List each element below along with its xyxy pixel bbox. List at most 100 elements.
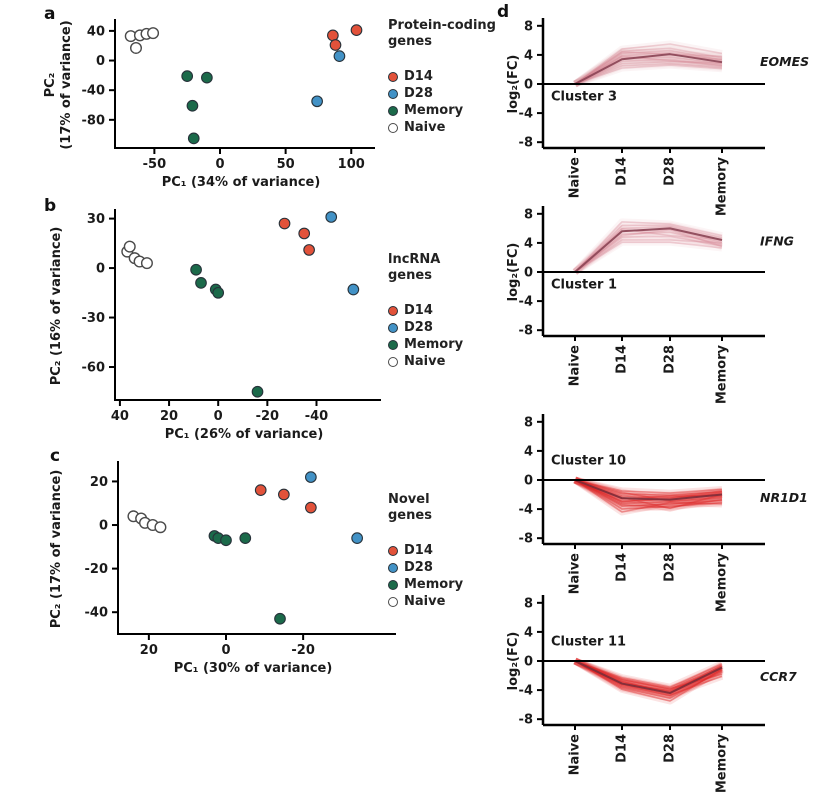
legend-item-memory: Memory <box>388 576 463 593</box>
gene-trend-band <box>573 476 723 510</box>
y-tick-label: 0 <box>524 474 533 489</box>
x-tick-label: 0 <box>215 157 224 172</box>
data-point-d28 <box>311 95 323 108</box>
gene-label: IFNG <box>760 233 794 248</box>
legend-item-label: D28 <box>404 86 433 101</box>
gene-trend-line <box>574 479 723 502</box>
x-tick-label: 100 <box>338 157 365 172</box>
gene-trend-line <box>574 479 723 502</box>
gene-trend-band <box>572 228 723 275</box>
panel-label-a: a <box>44 4 56 24</box>
gene-trend-line <box>574 479 723 503</box>
legend-item-label: Memory <box>404 337 464 352</box>
y-tick-label: 40 <box>87 24 105 39</box>
legend-lncrna: lncRNA genes D14 D28 Memory Naive <box>388 252 463 370</box>
y-axis-label: log₂(FC) <box>506 243 521 302</box>
highlight-gene-line <box>574 660 723 694</box>
data-point-memory <box>190 263 202 276</box>
gene-trend-band <box>572 40 723 87</box>
line-chart-cluster-1: 8 4 0 -4 -8 Naive D14 D28 Memory log₂(FC) Cluster … <box>506 206 794 404</box>
x-tick-label: 0 <box>214 409 223 424</box>
gene-trend-line <box>574 479 723 509</box>
x-tick-label: 20 <box>160 409 178 424</box>
gene-trend-line <box>574 479 723 499</box>
x-tick-label: -20 <box>256 409 280 424</box>
gene-trend-band <box>574 476 723 497</box>
x-tick-label: 40 <box>111 409 129 424</box>
panel-label-c: c <box>50 446 61 466</box>
legend-novel: Novel genes D14 D28 Memory Naive <box>388 492 463 610</box>
gene-trend-line <box>574 660 723 697</box>
x-category-label: Naive <box>568 734 583 776</box>
y-axis-label: log₂(FC) <box>506 55 521 114</box>
line-chart-cluster-10: 8 4 0 -4 -8 Naive D14 D28 Memory Cluster 10 NR1D1 <box>519 414 808 612</box>
line-chart-cluster-11: 8 4 0 -4 -8 Naive D14 D28 Memory log₂(FC) Cluster … <box>506 595 797 793</box>
data-point-memory <box>251 385 264 398</box>
y-tick-label: -60 <box>82 361 106 376</box>
x-category-label: D28 <box>663 553 678 582</box>
legend-item-memory: Memory <box>388 102 496 119</box>
data-point-d14 <box>305 501 317 514</box>
gene-trend-line <box>574 479 723 494</box>
legend-item-label: Memory <box>404 577 464 592</box>
x-tick-label: 20 <box>140 643 158 658</box>
legend-item-naive: Naive <box>388 119 496 136</box>
legend-title: lncRNA genes <box>388 252 441 283</box>
gene-trend-band <box>573 657 724 691</box>
gene-trend-band <box>573 236 723 275</box>
gene-trend-band <box>573 61 723 88</box>
x-category-label: D14 <box>615 345 630 374</box>
y-tick-label: 8 <box>524 207 533 222</box>
x-tick-label: -40 <box>305 409 329 424</box>
pca-scatter-lncrna: 30 0 -30 -60 40 20 0 -20 -40 PC₂ (16% of variance… <box>49 209 381 442</box>
gene-trend-line <box>574 55 723 85</box>
gene-trend-line <box>574 64 723 85</box>
legend-item-label: Naive <box>404 354 446 369</box>
open-circle-icon <box>388 356 398 367</box>
gene-trend-band <box>573 52 723 88</box>
y-tick-label: -8 <box>519 532 533 547</box>
x-tick-label: -20 <box>291 643 315 658</box>
x-category-label: D28 <box>663 345 678 374</box>
data-point-d28 <box>325 211 338 223</box>
x-axis-label: PC₁ (34% of variance) <box>162 175 321 190</box>
data-point-d14 <box>350 24 363 37</box>
x-tick-label: -50 <box>143 157 167 172</box>
data-point-naive <box>129 41 142 54</box>
x-category-label: Naive <box>568 157 583 199</box>
filled-circle-icon <box>388 322 398 333</box>
y-tick-label: 0 <box>96 262 105 277</box>
y-tick-label: 0 <box>524 655 533 670</box>
data-point-d14 <box>278 217 291 230</box>
legend-item-label: D14 <box>404 543 433 558</box>
gene-trend-band <box>573 476 723 501</box>
gene-label: NR1D1 <box>760 490 808 505</box>
data-point-memory <box>239 532 252 544</box>
gene-trend-line <box>574 47 723 85</box>
filled-circle-icon <box>388 579 398 590</box>
cluster-label: Cluster 11 <box>551 635 626 650</box>
data-point-memory <box>181 70 194 82</box>
data-point-d28 <box>333 50 346 62</box>
line-chart-cluster-3: 8 4 0 -4 -8 Naive D14 D28 Memory log₂(FC) Cluster … <box>506 18 809 216</box>
gene-trend-band <box>573 657 724 693</box>
panel-label-b: b <box>44 196 57 216</box>
y-tick-label: 8 <box>524 19 533 34</box>
gene-trend-line <box>574 60 723 85</box>
gene-trend-band <box>574 476 723 505</box>
data-point-naive <box>154 521 167 534</box>
gene-trend-line <box>574 221 723 273</box>
legend-item-memory: Memory <box>388 336 463 353</box>
filled-circle-icon <box>388 562 398 573</box>
y-tick-label: -8 <box>519 713 533 728</box>
gene-trend-line <box>574 235 723 273</box>
x-category-label: D28 <box>663 157 678 186</box>
y-tick-label: -40 <box>85 606 109 621</box>
y-tick-label: 0 <box>99 519 108 534</box>
y-tick-label: -40 <box>82 84 106 99</box>
legend-item-naive: Naive <box>388 593 463 610</box>
highlight-gene-line <box>574 479 723 501</box>
y-tick-label: 8 <box>524 596 533 611</box>
gene-trend-band <box>573 657 724 702</box>
